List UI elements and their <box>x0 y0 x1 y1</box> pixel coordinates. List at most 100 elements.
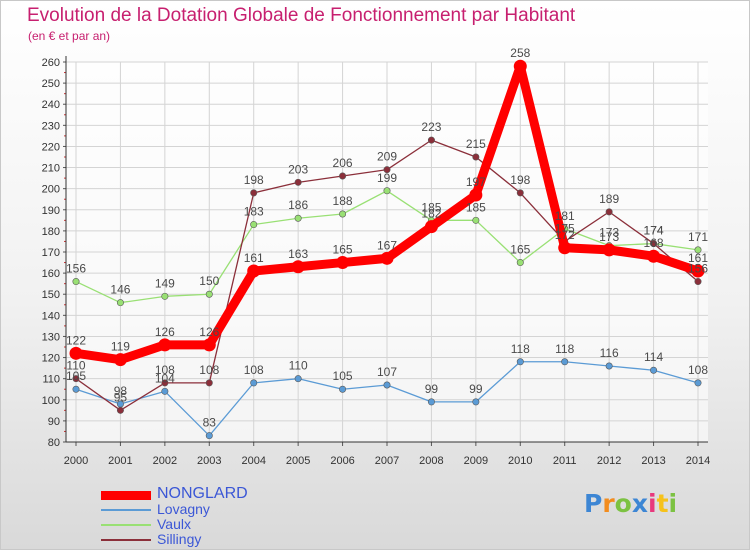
y-tick-label: 100 <box>42 395 60 407</box>
data-point-lovagny <box>605 362 613 370</box>
data-point-nonglard <box>113 353 127 367</box>
data-label-lovagny: 118 <box>511 342 530 356</box>
data-point-nonglard <box>247 264 261 278</box>
y-tick-label: 180 <box>42 226 60 238</box>
data-point-lovagny <box>516 358 524 366</box>
data-point-vaulx <box>294 214 302 222</box>
data-label-sillingy: 209 <box>377 150 397 164</box>
data-point-nonglard <box>336 256 350 270</box>
data-label-vaulx: 186 <box>288 198 308 212</box>
data-label-sillingy: 198 <box>510 173 530 187</box>
y-tick-label: 140 <box>42 310 60 322</box>
data-point-vaulx <box>205 290 213 298</box>
y-tick-label: 150 <box>42 289 60 301</box>
data-label-lovagny: 108 <box>688 363 708 377</box>
data-label-vaulx: 150 <box>199 274 219 288</box>
data-point-vaulx <box>250 221 258 229</box>
x-tick-label: 2006 <box>330 455 354 467</box>
data-label-nonglard: 182 <box>421 207 441 221</box>
data-point-vaulx <box>472 216 480 224</box>
data-point-lovagny <box>650 366 658 374</box>
axes: 8090100110120130140150160170180190200210… <box>42 56 710 467</box>
data-label-sillingy: 108 <box>199 363 219 377</box>
data-point-lovagny <box>427 398 435 406</box>
data-label-nonglard: 173 <box>599 230 619 244</box>
data-point-nonglard <box>647 249 661 263</box>
y-tick-label: 190 <box>42 205 60 217</box>
brand-letter: i <box>668 489 678 518</box>
data-label-vaulx: 171 <box>688 230 708 244</box>
data-label-sillingy: 95 <box>114 390 128 404</box>
x-tick-label: 2004 <box>241 455 265 467</box>
data-label-vaulx: 165 <box>510 243 530 257</box>
data-label-lovagny: 104 <box>155 371 175 385</box>
data-label-vaulx: 181 <box>555 209 575 223</box>
data-label-vaulx: 185 <box>466 200 486 214</box>
data-label-nonglard: 165 <box>333 243 353 257</box>
y-tick-label: 210 <box>42 163 60 175</box>
data-point-vaulx <box>694 246 702 254</box>
data-point-sillingy <box>383 166 391 174</box>
legend-label: NONGLARD <box>157 485 248 502</box>
brand-letter: P <box>584 489 603 518</box>
data-label-nonglard: 126 <box>199 325 219 339</box>
chart-subtitle: (en € et par an) <box>28 29 111 43</box>
y-tick-label: 230 <box>42 120 60 132</box>
data-point-vaulx <box>516 259 524 267</box>
x-tick-label: 2012 <box>597 455 621 467</box>
brand-letter: t <box>656 489 669 518</box>
x-tick-label: 2000 <box>64 455 88 467</box>
data-label-vaulx: 188 <box>333 194 353 208</box>
data-label-lovagny: 110 <box>289 359 308 373</box>
data-label-nonglard: 161 <box>244 251 264 265</box>
data-label-lovagny: 107 <box>377 365 397 379</box>
data-label-sillingy: 203 <box>288 162 308 176</box>
data-label-nonglard: 197 <box>466 175 486 189</box>
data-label-vaulx: 156 <box>66 262 86 276</box>
data-label-sillingy: 175 <box>555 221 575 235</box>
data-point-lovagny <box>294 375 302 383</box>
data-point-sillingy <box>605 208 613 216</box>
data-label-sillingy: 223 <box>421 120 441 134</box>
data-point-nonglard <box>69 346 83 360</box>
y-tick-label: 130 <box>42 331 60 343</box>
data-point-lovagny <box>250 379 258 387</box>
data-point-sillingy <box>472 153 480 161</box>
x-tick-label: 2008 <box>419 455 443 467</box>
x-tick-label: 2010 <box>508 455 532 467</box>
data-point-lovagny <box>561 358 569 366</box>
brand-letter: r <box>602 489 615 518</box>
y-tick-label: 120 <box>42 353 60 365</box>
data-label-sillingy: 110 <box>66 359 85 373</box>
y-tick-label: 160 <box>42 268 60 280</box>
data-label-nonglard: 167 <box>377 238 397 252</box>
data-label-nonglard: 163 <box>288 247 308 261</box>
legend-label: Lovagny <box>157 501 210 517</box>
data-point-sillingy <box>650 240 658 248</box>
data-point-sillingy <box>72 375 80 383</box>
data-point-sillingy <box>161 379 169 387</box>
data-point-sillingy <box>116 406 124 414</box>
data-label-nonglard: 168 <box>644 236 664 250</box>
data-point-sillingy <box>294 178 302 186</box>
data-label-nonglard: 122 <box>66 333 86 347</box>
data-point-nonglard <box>602 243 616 257</box>
data-point-lovagny <box>161 387 169 395</box>
data-label-lovagny: 105 <box>333 369 353 383</box>
data-point-nonglard <box>291 260 305 274</box>
legend-swatch <box>101 539 151 541</box>
legend-label: Vaulx <box>157 516 191 532</box>
legend-swatch <box>101 524 151 526</box>
data-point-sillingy <box>694 278 702 286</box>
data-label-nonglard: 119 <box>111 340 130 354</box>
y-tick-label: 200 <box>42 184 60 196</box>
x-tick-label: 2009 <box>464 455 488 467</box>
data-point-sillingy <box>205 379 213 387</box>
data-point-sillingy <box>516 189 524 197</box>
data-point-vaulx <box>116 299 124 307</box>
data-label-lovagny: 118 <box>555 342 574 356</box>
y-tick-label: 260 <box>42 57 60 69</box>
x-tick-label: 2001 <box>108 455 132 467</box>
